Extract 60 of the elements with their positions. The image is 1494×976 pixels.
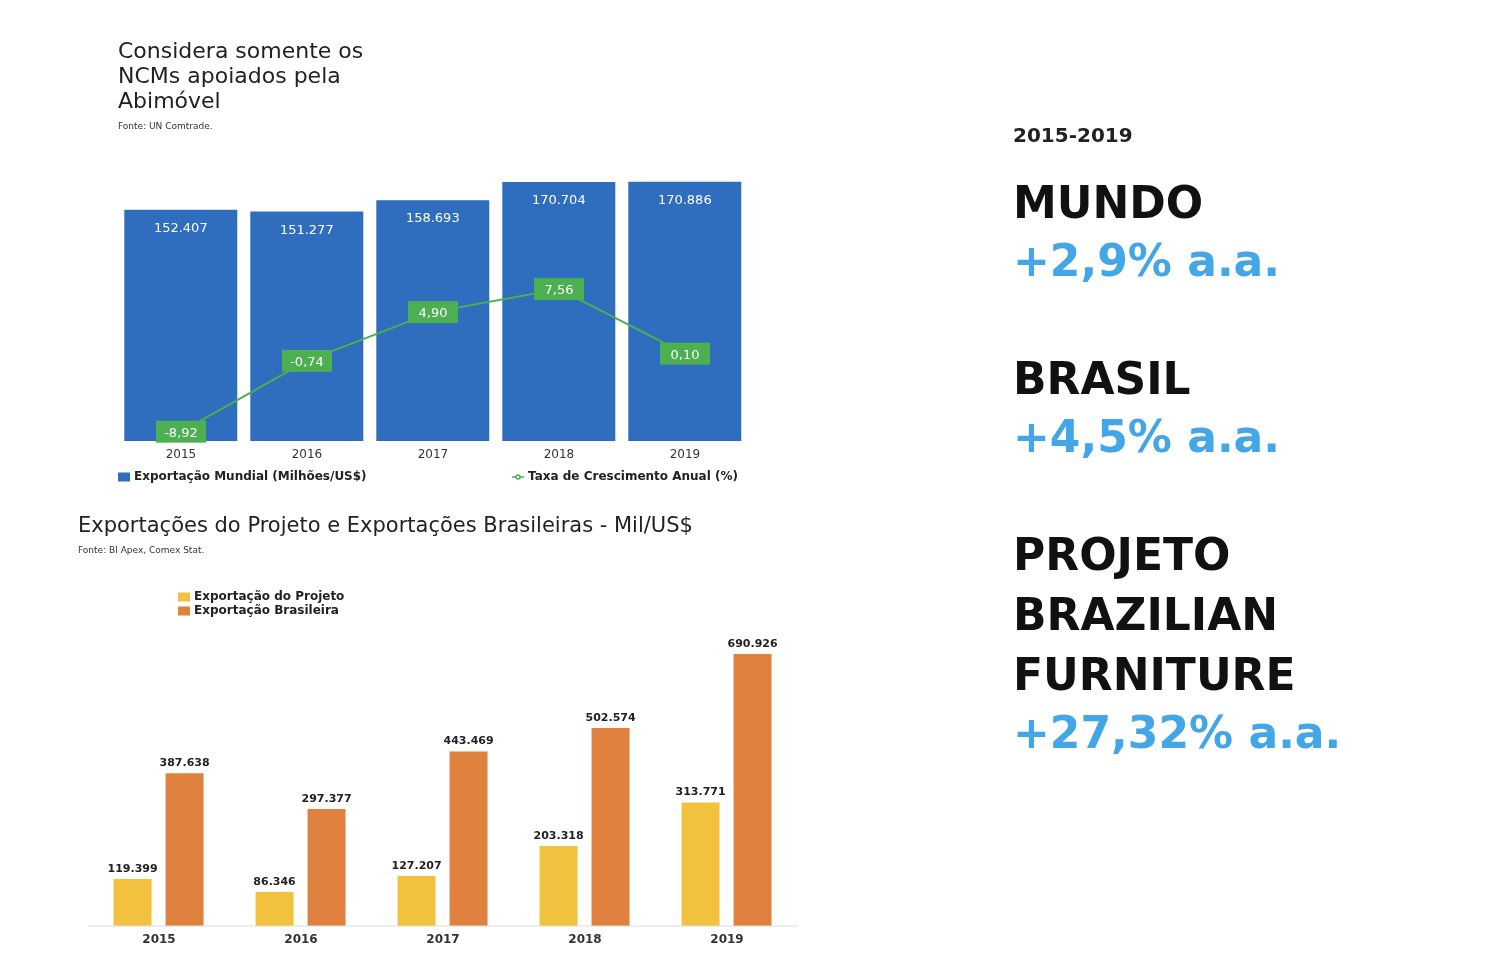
source-note: Fonte: UN Comtrade. xyxy=(118,121,214,131)
x-tick-label: 2016 xyxy=(284,931,318,946)
data-label: 127.207 xyxy=(391,858,442,872)
data-label: 313.771 xyxy=(675,785,726,799)
bar xyxy=(628,181,742,441)
data-label: 690.926 xyxy=(727,636,778,650)
data-label: 502.574 xyxy=(585,711,636,725)
x-tick-label: 2016 xyxy=(291,446,323,461)
x-tick-label: 2015 xyxy=(142,931,176,946)
x-tick-label: 2019 xyxy=(710,931,744,946)
bar xyxy=(449,751,488,926)
data-label: 151.277 xyxy=(279,221,334,237)
bar xyxy=(307,808,346,926)
data-label: 86.346 xyxy=(253,875,297,888)
chart-title: Considera somente os NCMs apoiados pela Abimóvel xyxy=(118,38,365,113)
text: BRASIL xyxy=(1013,352,1192,406)
bar xyxy=(165,773,204,926)
bar xyxy=(733,653,772,926)
bar xyxy=(250,211,364,441)
legend-label: Taxa de Crescimento Anual (%) xyxy=(528,469,738,483)
data-label: 0,10 xyxy=(670,346,700,362)
data-label: 170.886 xyxy=(657,191,712,207)
x-tick-label: 2017 xyxy=(417,446,449,461)
bar xyxy=(255,892,294,926)
text: +4,5% a.a. xyxy=(1013,410,1282,464)
chart-title: Exportações do Projeto e Exportações Brasileiras - Mil/US$ xyxy=(78,513,694,537)
data-label: 158.693 xyxy=(405,210,460,226)
data-label: 443.469 xyxy=(443,734,494,748)
data-label: 387.638 xyxy=(159,756,210,770)
bar xyxy=(376,200,490,441)
data-label: 4,90 xyxy=(418,305,448,321)
text: 2015-2019 xyxy=(1013,123,1134,147)
bar xyxy=(591,728,630,926)
data-label: 119.399 xyxy=(107,861,158,875)
bar xyxy=(502,182,616,441)
text: +2,9% a.a. xyxy=(1013,234,1282,288)
data-label: 297.377 xyxy=(301,791,352,805)
data-label: 7,56 xyxy=(544,282,574,298)
legend-label: Exportação Mundial (Milhões/US$) xyxy=(134,469,367,483)
data-label: 152.407 xyxy=(153,219,208,235)
data-label: 203.318 xyxy=(533,828,584,842)
bar xyxy=(539,845,578,926)
legend-label: Exportação do Projeto xyxy=(194,589,345,603)
text: MUNDO xyxy=(1013,176,1205,230)
data-label: -0,74 xyxy=(290,353,324,369)
x-tick-label: 2017 xyxy=(426,931,460,946)
bar xyxy=(113,878,152,926)
x-tick-label: 2015 xyxy=(165,446,197,461)
bar xyxy=(124,209,238,441)
x-tick-label: 2018 xyxy=(543,446,575,461)
legend-label: Exportação Brasileira xyxy=(194,603,339,617)
text: PROJETO BRAZILIAN FURNITURE xyxy=(1013,528,1297,702)
x-tick-label: 2019 xyxy=(669,446,701,461)
bar xyxy=(397,875,436,926)
bar xyxy=(681,802,720,926)
x-tick-label: 2018 xyxy=(568,931,602,946)
source-note: Fonte: BI Apex, Comex Stat. xyxy=(78,545,206,555)
data-label: 170.704 xyxy=(531,192,586,208)
data-label: -8,92 xyxy=(164,424,198,440)
text: +27,32% a.a. xyxy=(1013,706,1343,760)
